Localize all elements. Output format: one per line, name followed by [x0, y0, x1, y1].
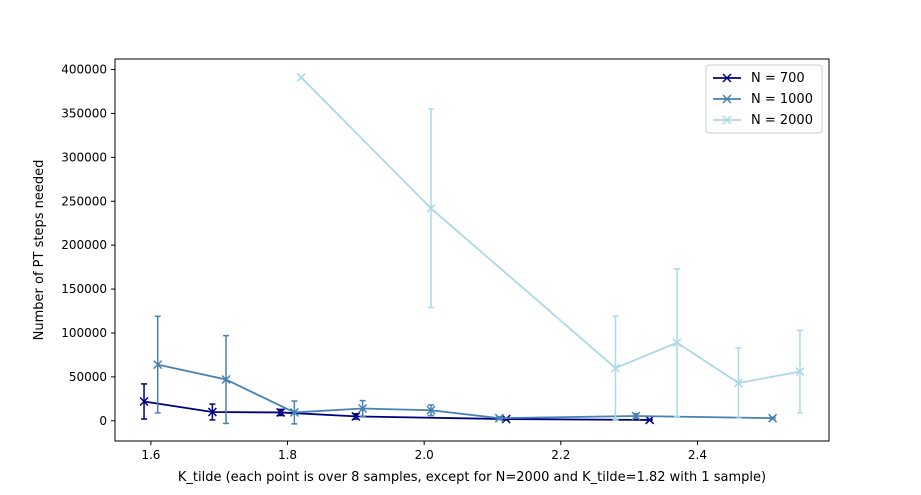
data-point	[645, 415, 655, 425]
series-line	[300, 76, 801, 384]
marker-stroke	[722, 115, 732, 125]
y-axis: 0 50000 100000 150000 200000 250000 300000 3500…	[61, 63, 115, 428]
marker-stroke	[296, 72, 306, 82]
data-point	[351, 411, 361, 421]
marker-stroke	[672, 338, 682, 348]
marker-stroke	[645, 415, 655, 425]
data-point	[426, 405, 436, 415]
marker-stroke	[426, 203, 436, 213]
data-point	[672, 338, 682, 348]
marker-stroke	[733, 378, 743, 388]
y-tick-label: 100000	[61, 326, 107, 340]
data-point	[610, 363, 621, 373]
legend-item: N = 700	[713, 71, 805, 86]
legend-marker	[722, 115, 732, 125]
legend-box	[705, 64, 823, 134]
y-tick-label: 300000	[61, 150, 107, 164]
marker-stroke	[631, 411, 641, 421]
y-tick-label: 50000	[69, 370, 107, 384]
marker-stroke	[722, 94, 732, 104]
marker-stroke	[494, 413, 504, 423]
data-point	[207, 407, 217, 417]
y-tick-label: 400000	[61, 63, 107, 77]
x-axis-label: K_tilde (each point is over 8 samples, e…	[178, 470, 766, 485]
series-line	[157, 363, 773, 420]
y-tick-label: 250000	[61, 194, 107, 208]
legend-item: N = 1000	[713, 92, 813, 107]
series-0	[139, 383, 655, 425]
marker-stroke	[795, 367, 805, 377]
x-tick-label: 2.0	[415, 448, 434, 462]
legend-label: N = 700	[751, 71, 805, 86]
x-tick-label: 1.6	[141, 448, 160, 462]
y-tick-label: 200000	[61, 238, 107, 252]
data-point	[358, 403, 368, 414]
data-point	[795, 367, 805, 377]
x-axis: 1.6 1.8 2.0 2.2 2.4	[141, 441, 707, 462]
y-tick-label: 350000	[61, 106, 107, 120]
data-point	[768, 413, 778, 423]
marker-stroke	[153, 360, 163, 370]
data-point	[733, 378, 743, 388]
legend-item: N = 2000	[713, 113, 813, 128]
plot-frame	[114, 58, 830, 442]
series-1	[153, 315, 778, 425]
marker-stroke	[610, 363, 621, 373]
data-point	[221, 374, 231, 385]
data-point	[426, 203, 436, 213]
legend-label: N = 1000	[751, 92, 813, 107]
legend: N = 700 N = 1000 N = 2000	[705, 64, 823, 134]
series-line	[143, 400, 650, 421]
y-tick-label: 150000	[61, 282, 107, 296]
marker-stroke	[276, 407, 286, 417]
x-tick-label: 2.4	[688, 448, 707, 462]
x-tick-label: 2.2	[551, 448, 570, 462]
legend-label: N = 2000	[751, 113, 813, 128]
marker-stroke	[221, 374, 231, 385]
marker-stroke	[426, 405, 436, 415]
data-point	[276, 407, 286, 417]
marker-stroke	[139, 396, 149, 407]
marker-stroke	[207, 407, 217, 417]
data-point	[631, 411, 641, 421]
marker-stroke	[289, 407, 299, 417]
x-tick-label: 1.8	[278, 448, 297, 462]
data-point	[289, 407, 299, 417]
marker-stroke	[768, 413, 778, 423]
y-axis-label: Number of PT steps needed	[32, 160, 47, 341]
series-2	[296, 72, 805, 421]
legend-marker	[722, 73, 732, 83]
data-point	[296, 72, 306, 82]
data-point	[494, 413, 504, 423]
y-tick-label: 0	[99, 414, 107, 428]
marker-stroke	[358, 403, 368, 414]
legend-marker	[722, 94, 732, 104]
data-point	[153, 360, 163, 370]
data-point	[139, 396, 149, 407]
marker-stroke	[351, 411, 361, 421]
series-layer	[139, 72, 805, 425]
marker-stroke	[722, 73, 732, 83]
